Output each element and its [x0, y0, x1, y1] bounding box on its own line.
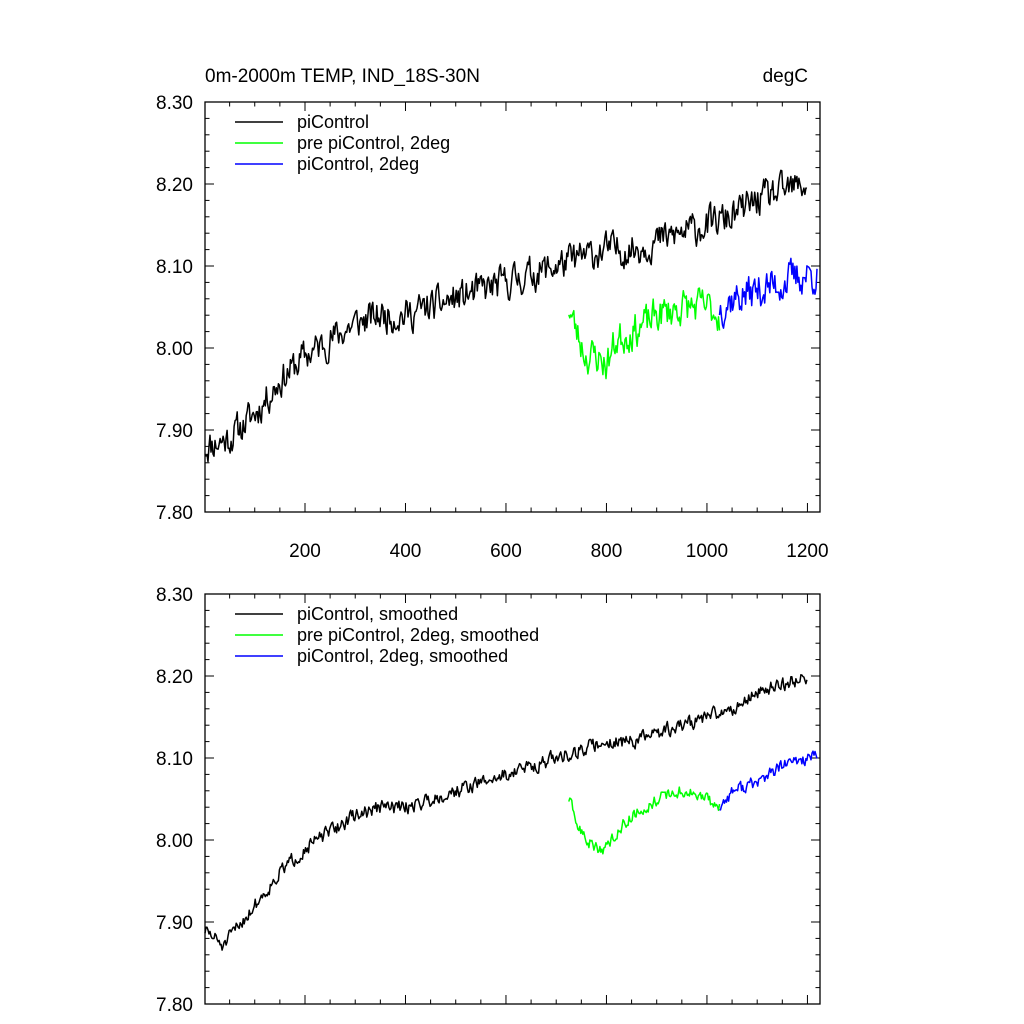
x-tick-label: 800 [591, 541, 623, 562]
y-tick-label: 7.80 [156, 503, 193, 524]
plot-frame [204, 101, 821, 513]
units-label: degC [763, 66, 808, 87]
x-tick-label: 400 [390, 541, 422, 562]
y-tick-label: 7.80 [156, 995, 193, 1016]
series-line-pre-picontrol-2deg-smoothed [568, 786, 721, 855]
y-tick-label: 8.30 [156, 93, 193, 114]
legend-label: pre piControl, 2deg [297, 133, 450, 153]
series-line-pre-picontrol-2deg [568, 287, 721, 380]
x-tick-label: 600 [490, 541, 522, 562]
legend-label: piControl, 2deg, smoothed [297, 646, 508, 666]
y-tick-label: 8.20 [156, 667, 193, 688]
legend-label: pre piControl, 2deg, smoothed [297, 625, 539, 645]
series-line-picontrol-smoothed [204, 674, 808, 951]
y-tick-label: 8.00 [156, 339, 193, 360]
x-tick-label: 200 [289, 541, 321, 562]
x-tick-label: 1000 [686, 541, 728, 562]
y-tick-label: 8.30 [156, 585, 193, 606]
y-tick-label: 8.00 [156, 831, 193, 852]
plot-frame [204, 593, 821, 1005]
y-tick-label: 8.20 [156, 175, 193, 196]
bottom-panel: 7.80 7.90 8.00 8.10 8.20 8.30 piControl, smoot… [156, 585, 821, 1016]
y-tick-label: 7.90 [156, 913, 193, 934]
series-line-picontrol [204, 169, 808, 463]
x-tick-label: 1200 [786, 541, 828, 562]
series-line-picontrol-2deg-smoothed [719, 750, 818, 811]
chart-title: 0m-2000m TEMP, IND_18S-30N [205, 66, 480, 87]
legend-label: piControl, 2deg [297, 154, 419, 174]
y-tick-label: 8.10 [156, 257, 193, 278]
y-tick-label: 8.10 [156, 749, 193, 770]
series-line-picontrol-2deg [718, 257, 818, 329]
top-panel: 7.80 7.90 8.00 8.10 8.20 8.30 200 400 600 800 1000… [156, 93, 829, 562]
legend-label: piControl, smoothed [297, 604, 458, 624]
legend-label: piControl [297, 112, 369, 132]
y-tick-label: 7.90 [156, 421, 193, 442]
